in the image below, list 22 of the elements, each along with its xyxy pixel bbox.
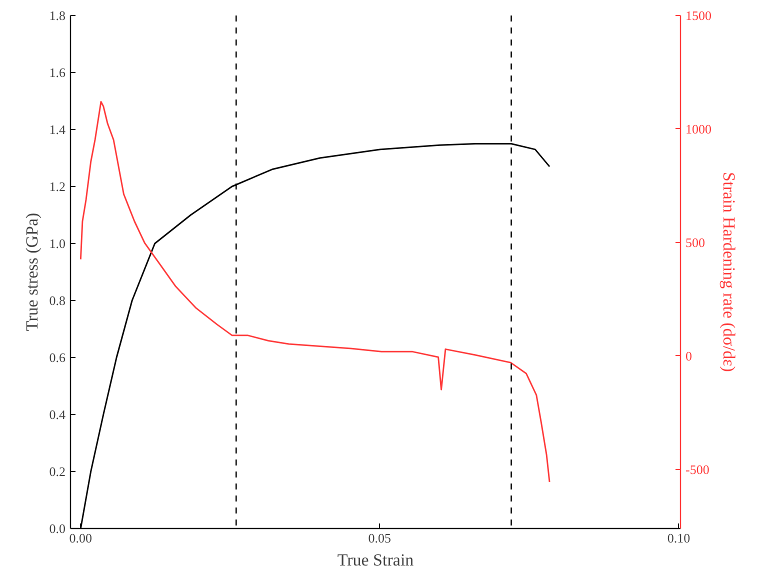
y-tick-label: 0.8: [49, 293, 66, 308]
y-tick-label: 1.4: [49, 122, 66, 137]
y-tick-label: 0.4: [49, 407, 66, 422]
x-tick-label: 0.00: [69, 530, 92, 546]
y-tick-label: 0.2: [49, 464, 66, 479]
x-tick-label: 0.05: [368, 530, 392, 546]
x-tick-label: 0.10: [667, 530, 690, 546]
y2-tick-label: 0: [686, 348, 692, 364]
y2-tick-label: 1000: [686, 121, 712, 136]
y-tick-label: 1.2: [49, 179, 66, 194]
y-tick-label: 1.6: [49, 65, 66, 80]
y-tick-label: 1.0: [49, 236, 66, 251]
y2-axis-title: Strain Hardening rate (dσ/dε): [720, 172, 738, 372]
y-axis-title: True stress (GPa): [22, 212, 42, 332]
y2-tick-label: 1500: [686, 8, 712, 23]
y-tick-label: 0.0: [49, 521, 66, 536]
y-tick-label: 0.6: [49, 350, 66, 365]
y2-tick-label: 500: [686, 234, 705, 250]
line-series: [80, 101, 550, 483]
x-axis-title: True Strain: [337, 550, 414, 570]
y-tick-label: 1.8: [49, 8, 66, 23]
y2-tick-label: -500: [686, 462, 710, 477]
